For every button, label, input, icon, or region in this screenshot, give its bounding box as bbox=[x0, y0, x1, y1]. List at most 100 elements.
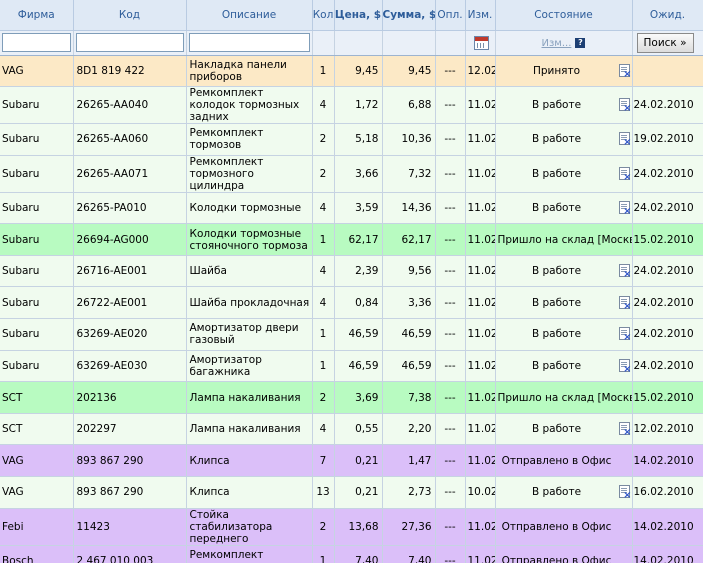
table-row[interactable]: Subaru 26265-PA010 Колодки тормозные 4 3,59 1… bbox=[0, 192, 703, 225]
document-cancel-icon[interactable] bbox=[618, 63, 631, 80]
document-cancel-icon[interactable] bbox=[618, 98, 631, 114]
description-filter-input[interactable] bbox=[188, 33, 310, 52]
col-state-header[interactable]: Состояние bbox=[495, 0, 633, 31]
cell-description: Ремкомплект тормозного цилиндра bbox=[186, 155, 313, 193]
cell-paid-text: --- bbox=[444, 233, 456, 246]
cell-code-text: 63269-AE020 bbox=[76, 328, 148, 341]
cell-paid: --- bbox=[435, 86, 466, 125]
table-row[interactable]: Subaru 26265-AA060 Ремкомплект тормозов 2 5,… bbox=[0, 123, 703, 156]
cell-expected: 14.02.2010 bbox=[632, 545, 703, 563]
cell-paid: --- bbox=[435, 444, 466, 478]
cell-changed-text: 11.02 bbox=[467, 233, 495, 246]
table-row[interactable]: Febi 11423 Стойка стабилизатора переднего 2… bbox=[0, 508, 703, 546]
cell-changed-text: 10.02 bbox=[467, 486, 495, 499]
cell-changed-text: 11.02 bbox=[467, 391, 495, 404]
table-row[interactable]: Subaru 63269-AE020 Амортизатор двери газов… bbox=[0, 318, 703, 351]
cell-changed-text: 11.02 bbox=[467, 296, 495, 309]
table-row[interactable]: VAG 8D1 819 422 Накладка панели приборов 1 9… bbox=[0, 55, 703, 88]
cell-description-text: Клипса bbox=[189, 454, 230, 467]
cell-expected: 16.02.2010 bbox=[632, 476, 703, 509]
cell-firm: SCT bbox=[0, 413, 74, 446]
table-row[interactable]: Subaru 26265-AA040 Ремкомплект колодок тор… bbox=[0, 86, 703, 125]
cell-price: 1,72 bbox=[334, 86, 383, 125]
cell-description: Клипса bbox=[186, 476, 313, 509]
cell-qty: 2 bbox=[312, 381, 335, 414]
firm-filter-input[interactable] bbox=[2, 33, 71, 52]
document-cancel-icon[interactable] bbox=[618, 422, 631, 438]
cell-qty: 7 bbox=[312, 444, 335, 478]
document-cancel-icon[interactable] bbox=[618, 295, 631, 312]
cell-firm: Subaru bbox=[0, 286, 74, 320]
document-cancel-icon[interactable] bbox=[618, 132, 631, 148]
cell-description: Ремкомплект топливного насоса bbox=[186, 545, 313, 563]
cell-state-text: В работе bbox=[531, 359, 582, 372]
search-cell: Поиск » bbox=[632, 30, 703, 56]
col-price-header[interactable]: Цена, $ bbox=[334, 0, 383, 31]
code-filter-input[interactable] bbox=[75, 33, 184, 52]
table-row[interactable]: SCT 202297 Лампа накаливания 4 0,55 2,20 --- 11… bbox=[0, 413, 703, 446]
table-row[interactable]: SCT 202136 Лампа накаливания 2 3,69 7,38 --- 11… bbox=[0, 381, 703, 414]
search-button[interactable]: Поиск » bbox=[636, 32, 694, 53]
table-row[interactable]: Subaru 26716-AE001 Шайба 4 2,39 9,56 --- 11.02 В… bbox=[0, 255, 703, 288]
document-cancel-icon[interactable] bbox=[618, 166, 631, 183]
cell-changed: 10.02 bbox=[465, 476, 496, 509]
cell-state-text: Отправлено в Офис bbox=[501, 454, 612, 467]
cell-description-text: Ремкомплект колодок тормозных задних bbox=[189, 87, 300, 124]
cell-firm-text: Subaru bbox=[2, 296, 40, 309]
cell-expected: 15.02.2010 bbox=[632, 223, 703, 256]
document-cancel-icon[interactable] bbox=[618, 200, 631, 217]
cell-qty-text: 4 bbox=[319, 99, 327, 112]
cell-firm: VAG bbox=[0, 55, 74, 88]
cell-firm-text: Subaru bbox=[2, 359, 40, 372]
col-code-header[interactable]: Код bbox=[73, 0, 187, 31]
cell-firm: Subaru bbox=[0, 155, 74, 193]
col-qty-header[interactable]: Кол bbox=[312, 0, 335, 31]
cell-state-text: Отправлено в Офис bbox=[501, 554, 612, 563]
cell-paid: --- bbox=[435, 286, 466, 320]
col-changed-header[interactable]: Изм. bbox=[465, 0, 496, 31]
table-row[interactable]: Subaru 26694-AG000 Колодки тормозные стоян… bbox=[0, 223, 703, 256]
cell-qty-text: 4 bbox=[319, 296, 327, 309]
cell-price-text: 5,18 bbox=[355, 133, 379, 146]
cell-price-text: 0,55 bbox=[355, 423, 379, 436]
help-icon[interactable]: ? bbox=[575, 37, 586, 48]
table-row[interactable]: Bosch 2 467 010 003 Ремкомплект топливного… bbox=[0, 545, 703, 563]
col-expected-header[interactable]: Ожид. bbox=[632, 0, 703, 31]
cell-firm: Bosch bbox=[0, 545, 74, 563]
document-cancel-icon[interactable] bbox=[618, 264, 631, 280]
cell-sum: 7,40 bbox=[382, 545, 436, 563]
table-row[interactable]: VAG 893 867 290 Клипса 7 0,21 1,47 --- 11.02 Отп… bbox=[0, 444, 703, 478]
col-firm-header[interactable]: Фирма bbox=[0, 0, 74, 31]
cell-description: Лампа накаливания bbox=[186, 381, 313, 414]
cell-sum: 9,56 bbox=[382, 255, 436, 288]
cell-state-text: В работе bbox=[531, 328, 582, 341]
document-cancel-icon[interactable] bbox=[618, 358, 631, 375]
document-cancel-icon[interactable] bbox=[618, 485, 631, 501]
calendar-icon[interactable] bbox=[473, 35, 489, 50]
table-row[interactable]: Subaru 63269-AE030 Амортизатор багажника 1 4… bbox=[0, 350, 703, 383]
cell-qty: 1 bbox=[312, 350, 335, 383]
cell-state: Пришло на склад [Москва] bbox=[495, 223, 633, 256]
cell-sum-text: 6,88 bbox=[408, 99, 432, 112]
cell-sum: 10,36 bbox=[382, 123, 436, 156]
cell-price: 3,69 bbox=[334, 381, 383, 414]
cell-firm-text: VAG bbox=[2, 64, 24, 77]
document-cancel-icon[interactable] bbox=[618, 327, 631, 343]
cell-paid: --- bbox=[435, 318, 466, 351]
col-sum-header[interactable]: Сумма, $ bbox=[382, 0, 436, 31]
state-filter-cell: Изм...? bbox=[495, 30, 633, 56]
cell-code-text: 893 867 290 bbox=[76, 454, 144, 467]
cell-description-text: Клипса bbox=[189, 486, 230, 499]
cell-code: 11423 bbox=[73, 508, 187, 546]
cell-qty: 2 bbox=[312, 155, 335, 193]
cell-qty: 1 bbox=[312, 318, 335, 351]
cell-paid-text: --- bbox=[444, 265, 456, 278]
table-row[interactable]: Subaru 26265-AA071 Ремкомплект тормозного … bbox=[0, 155, 703, 193]
cell-paid-text: --- bbox=[444, 423, 456, 436]
table-row[interactable]: VAG 893 867 290 Клипса 13 0,21 2,73 --- 10.02 В … bbox=[0, 476, 703, 509]
col-description-header[interactable]: Описание bbox=[186, 0, 313, 31]
state-change-link[interactable]: Изм... bbox=[541, 37, 572, 49]
cell-sum: 1,47 bbox=[382, 444, 436, 478]
col-paid-header[interactable]: Опл. bbox=[435, 0, 466, 31]
table-row[interactable]: Subaru 26722-AE001 Шайба прокладочная 4 0,84… bbox=[0, 286, 703, 320]
